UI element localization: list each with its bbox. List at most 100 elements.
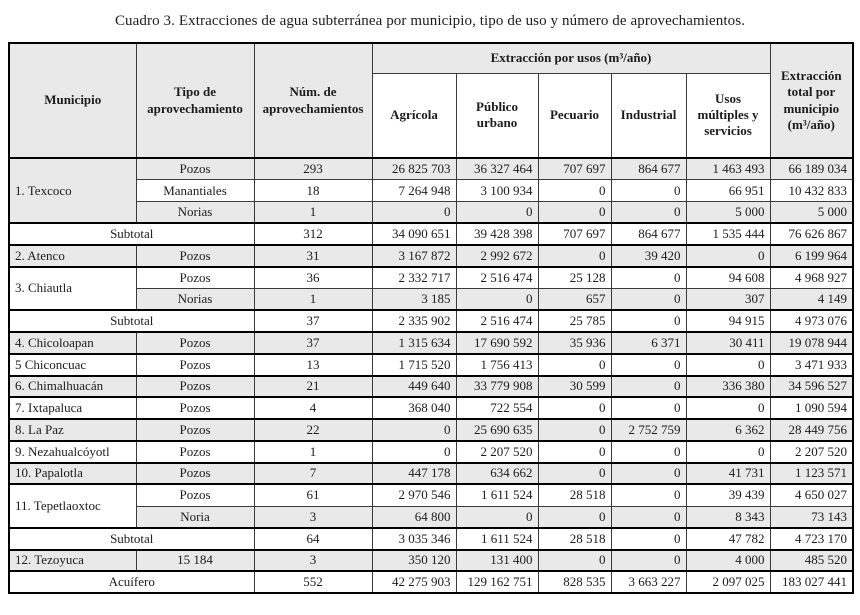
value-cell: 4 000 (685, 548, 771, 572)
value-cell: 2 752 759 (610, 418, 687, 442)
value-cell: 66 189 034 (769, 157, 854, 181)
value-cell: 485 520 (769, 548, 854, 572)
header-row-1: Municipio Tipo de aprovechamiento Núm. d… (8, 42, 854, 159)
col-header-tipo: Tipo de aprovechamiento (135, 42, 255, 159)
value-cell: 2 970 546 (371, 483, 457, 507)
value-cell: 0 (455, 288, 539, 311)
col-header-total: Extracción total por municipio (m³/año) (769, 42, 854, 159)
num-cell: 3 (253, 505, 373, 529)
value-cell: 449 640 (371, 374, 457, 398)
value-cell: 0 (537, 439, 612, 463)
value-cell: 47 782 (685, 526, 771, 550)
tipo-cell: Noria (135, 505, 255, 529)
tipo-cell: Norias (135, 288, 255, 311)
value-cell: 2 516 474 (455, 309, 539, 333)
num-cell: 13 (253, 352, 373, 376)
value-cell: 28 518 (537, 483, 612, 507)
value-cell: 1 090 594 (769, 396, 854, 420)
tipo-cell: 15 184 (135, 548, 255, 572)
value-cell: 6 362 (685, 418, 771, 442)
col-header-usos-group: Extracción por usos (m³/año) (371, 42, 771, 74)
value-cell: 2 992 672 (455, 244, 539, 268)
value-cell: 0 (685, 439, 771, 463)
value-cell: 4 973 076 (769, 309, 854, 333)
tipo-cell: Pozos (135, 418, 255, 442)
num-cell: 37 (253, 331, 373, 355)
table-row: 11. Tepetlaoxtoc Pozos 61 2 970 546 1 611 52… (8, 483, 854, 529)
num-cell: 4 (253, 396, 373, 420)
num-cell: 64 (253, 526, 373, 550)
value-cell: 64 800 (371, 505, 457, 529)
num-cell: 3 (253, 548, 373, 572)
value-cell: 0 (610, 396, 687, 420)
table-row: Norias 1 0 0 0 0 5 000 5 000 (9, 201, 854, 224)
col-header-agricola: Agrícola (371, 72, 457, 159)
value-cell: 6 371 (610, 331, 687, 355)
value-cell: 864 677 (610, 157, 687, 181)
value-cell: 0 (537, 505, 612, 529)
num-cell: 18 (253, 179, 373, 202)
value-cell: 28 449 756 (769, 418, 854, 442)
value-cell: 2 097 025 (685, 570, 771, 594)
tipo-cell: Pozos (135, 396, 255, 420)
value-cell: 26 825 703 (371, 157, 457, 181)
value-cell: 0 (610, 265, 687, 289)
value-cell: 94 608 (685, 265, 771, 289)
col-header-industrial: Industrial (610, 72, 687, 159)
value-cell: 8 343 (685, 505, 771, 529)
value-cell: 0 (610, 179, 687, 202)
table-row: 7. Ixtapaluca Pozos 4 368 040 722 554 0 0 0 1 09… (8, 396, 854, 420)
value-cell: 722 554 (455, 396, 539, 420)
value-cell: 35 936 (537, 331, 612, 355)
municipality-cell: 8. La Paz (8, 418, 137, 442)
col-header-publico-urbano: Público urbano (455, 72, 539, 159)
value-cell: 28 518 (537, 526, 612, 550)
col-header-municipio: Municipio (8, 42, 137, 159)
value-cell: 0 (537, 548, 612, 572)
table-row: 8. La Paz Pozos 22 0 25 690 635 0 2 752 759 6 3… (8, 418, 854, 442)
value-cell: 39 420 (610, 244, 687, 268)
table-row: Manantiales 18 7 264 948 3 100 934 0 0 66 951 1… (9, 179, 854, 202)
num-cell: 21 (253, 374, 373, 398)
value-cell: 0 (537, 461, 612, 485)
value-cell: 19 078 944 (769, 331, 854, 355)
tipo-cell: Pozos (135, 439, 255, 463)
table-row: 5 Chiconcuac Pozos 13 1 715 520 1 756 413 0 0 0… (8, 352, 854, 376)
num-cell: 37 (253, 309, 373, 333)
tipo-cell: Pozos (135, 352, 255, 376)
num-cell: 552 (253, 570, 373, 594)
value-cell: 39 428 398 (455, 222, 539, 246)
value-cell: 0 (537, 179, 612, 202)
value-cell: 66 951 (685, 179, 771, 202)
tipo-cell: Pozos (135, 265, 255, 289)
value-cell: 3 167 872 (371, 244, 457, 268)
extraction-table: Municipio Tipo de aprovechamiento Núm. d… (8, 42, 855, 594)
table-row: 6. Chimalhuacán Pozos 21 449 640 33 779 908 3… (8, 374, 854, 398)
value-cell: 447 178 (371, 461, 457, 485)
value-cell: 17 690 592 (455, 331, 539, 355)
value-cell: 0 (685, 244, 771, 268)
value-cell: 30 411 (685, 331, 771, 355)
value-cell: 4 650 027 (769, 483, 854, 507)
municipality-cell: 12. Tezoyuca (8, 548, 137, 572)
value-cell: 0 (610, 526, 687, 550)
value-cell: 3 185 (371, 288, 457, 311)
num-cell: 22 (253, 418, 373, 442)
table-row: 1. Texcoco Pozos 293 26 825 703 36 327 464 70… (8, 156, 854, 224)
value-cell: 0 (371, 439, 457, 463)
value-cell: 0 (455, 505, 539, 529)
table-row: 12. Tezoyuca 15 184 3 350 120 131 400 0 0 4 000… (8, 548, 854, 572)
num-cell: 1 (253, 439, 373, 463)
value-cell: 4 968 927 (769, 265, 854, 289)
value-cell: 1 756 413 (455, 352, 539, 376)
section-label-cell: Acuífero (8, 570, 255, 594)
value-cell: 1 535 444 (685, 222, 771, 246)
value-cell: 707 697 (537, 222, 612, 246)
municipality-cell: 2. Atenco (8, 244, 137, 268)
value-cell: 1 315 634 (371, 331, 457, 355)
header-row-2: Agrícola Público urbano Pecuario Industr… (9, 72, 853, 159)
num-cell: 61 (253, 483, 373, 507)
value-cell: 368 040 (371, 396, 457, 420)
num-cell: 1 (253, 288, 373, 311)
value-cell: 0 (537, 201, 612, 224)
